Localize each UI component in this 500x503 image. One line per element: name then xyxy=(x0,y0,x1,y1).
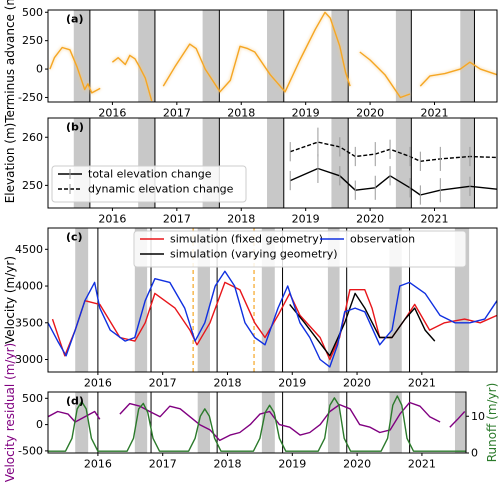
x-tick-label: 2018 xyxy=(227,107,255,120)
shaded-period xyxy=(460,10,475,102)
shaded-period xyxy=(202,10,220,102)
shaded-period xyxy=(327,392,340,453)
plot-area xyxy=(48,392,466,453)
x-tick-label: 2016 xyxy=(98,107,126,120)
y2-tick-label: 10 xyxy=(471,410,485,423)
legend-box xyxy=(51,165,247,203)
panel-label: (b) xyxy=(66,121,84,134)
x-tick-label: 2017 xyxy=(163,107,191,120)
x-tick-label: 2016 xyxy=(98,213,126,226)
x-tick-label: 2018 xyxy=(213,377,241,390)
y-tick-label: 500 xyxy=(22,6,43,19)
x-tick-label: 2021 xyxy=(421,107,449,120)
x-tick-label: 2016 xyxy=(84,458,112,471)
legend-label: dynamic elevation change xyxy=(88,183,234,196)
x-tick-label: 2021 xyxy=(408,377,436,390)
x-tick-label: 2021 xyxy=(421,213,449,226)
y-tick-label: -250 xyxy=(18,91,43,104)
shaded-period xyxy=(395,10,412,102)
x-tick-label: 2019 xyxy=(292,107,320,120)
shaded-period xyxy=(267,10,284,102)
legend: total elevation change dynamic elevation … xyxy=(51,165,247,203)
plot-area xyxy=(49,10,497,102)
shaded-period xyxy=(327,228,340,372)
y-axis-title: Velocity residual (m/yr) xyxy=(3,343,17,482)
panel-frame xyxy=(47,391,467,454)
y-tick-label: 4500 xyxy=(15,243,43,256)
x-tick-label: 2020 xyxy=(356,213,384,226)
legend-label: simulation (varying geometry) xyxy=(170,248,338,261)
panel-label: (c) xyxy=(66,231,83,244)
y-tick-label: 4000 xyxy=(15,280,43,293)
x-tick-label: 2020 xyxy=(343,377,371,390)
y-tick-label: 260 xyxy=(22,131,43,144)
legend-box xyxy=(133,230,467,268)
x-tick-label: 2017 xyxy=(163,213,191,226)
panel-label: (d) xyxy=(66,395,84,408)
shaded-period xyxy=(75,228,89,372)
x-tick-label: 2020 xyxy=(356,107,384,120)
shaded-period xyxy=(395,118,412,208)
y-tick-label: 3500 xyxy=(15,316,43,329)
y-tick-label: 250 xyxy=(22,179,43,192)
legend-label: observation xyxy=(350,233,415,246)
shaded-period xyxy=(197,392,211,453)
shaded-period xyxy=(331,10,349,102)
shaded-period xyxy=(267,118,284,208)
x-tick-label: 2018 xyxy=(227,213,255,226)
shaded-period xyxy=(454,392,466,453)
y-tick-label: 500 xyxy=(22,392,43,405)
x-tick-label: 2017 xyxy=(149,458,177,471)
shaded-period xyxy=(73,10,90,102)
x-tick-label: 2019 xyxy=(278,377,306,390)
data-line xyxy=(289,292,436,357)
x-tick-label: 2020 xyxy=(343,458,371,471)
x-tick-label: 2021 xyxy=(408,458,436,471)
data-line xyxy=(49,11,497,102)
legend-label: total elevation change xyxy=(88,168,212,181)
x-tick-label: 2017 xyxy=(149,377,177,390)
shaded-period xyxy=(134,392,148,453)
y-tick-label: -500 xyxy=(18,444,43,457)
legend: simulation (fixed geometry) simulation (v… xyxy=(133,230,467,268)
y2-axis-title: Runoff (m/yr) xyxy=(485,383,499,463)
data-line xyxy=(48,270,497,368)
x-tick-label: 2016 xyxy=(84,377,112,390)
panel-frame xyxy=(47,227,498,373)
x-tick-label: 2019 xyxy=(278,458,306,471)
y-tick-label: 0 xyxy=(36,418,43,431)
y2-tick-label: 0 xyxy=(471,447,478,460)
y-tick-label: 250 xyxy=(22,34,43,47)
y-axis-title: Terminus advance (m) xyxy=(3,0,17,124)
data-line xyxy=(48,395,466,452)
y-tick-label: 3000 xyxy=(15,353,43,366)
y-axis-title: Elevation (m) xyxy=(3,123,17,204)
x-tick-label: 2018 xyxy=(214,458,242,471)
x-tick-label: 2019 xyxy=(292,213,320,226)
shaded-period xyxy=(138,10,155,102)
legend-label: simulation (fixed geometry) xyxy=(170,233,323,246)
y-tick-label: 0 xyxy=(36,63,43,76)
panel-frame xyxy=(47,9,498,103)
y-axis-title: Velocity (m/yr) xyxy=(3,256,17,344)
shaded-period xyxy=(331,118,349,208)
panel-label: (a) xyxy=(66,13,83,26)
shaded-period xyxy=(460,118,475,208)
panel-frame xyxy=(47,117,498,209)
